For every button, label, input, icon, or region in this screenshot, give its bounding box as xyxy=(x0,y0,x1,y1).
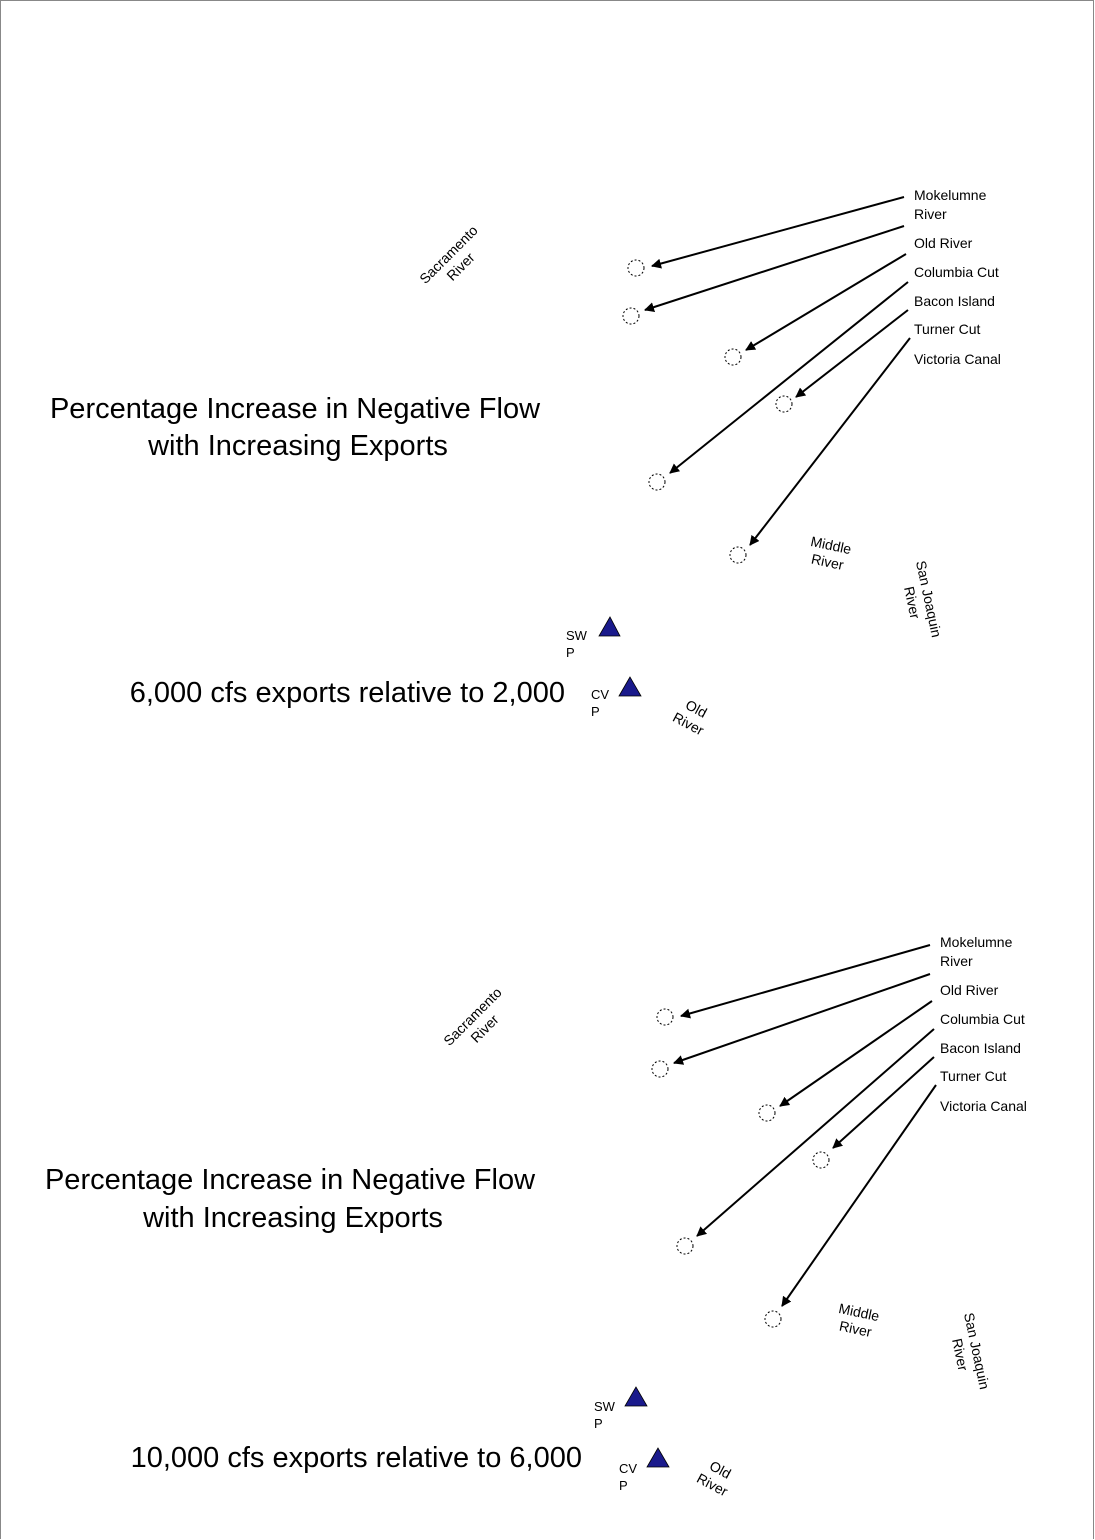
pump-label-swp: SW xyxy=(566,628,588,643)
channel-label-columbia-cut: Columbia Cut xyxy=(940,1011,1025,1027)
flow-arrow xyxy=(644,225,905,312)
station-marker xyxy=(648,473,666,491)
flow-arrow xyxy=(673,973,931,1065)
cvp-pump-triangle-icon xyxy=(618,676,642,697)
pump-label-cvp-2: P xyxy=(591,704,600,719)
channel-label-mokelumne: Mokelumne xyxy=(914,187,987,203)
channel-label-victoria-canal: Victoria Canal xyxy=(914,351,1001,367)
panel-title-line1: Percentage Increase in Negative Flow xyxy=(50,393,541,425)
channel-label-bacon-island: Bacon Island xyxy=(940,1040,1021,1056)
channel-label-victoria-canal: Victoria Canal xyxy=(940,1098,1027,1114)
flow-arrow xyxy=(781,1084,937,1307)
station-marker xyxy=(729,546,747,564)
cvp-pump-triangle-icon xyxy=(646,1447,670,1468)
river-label-san-joaquin: San Joaquin River xyxy=(901,559,945,638)
panel-title-line1: Percentage Increase in Negative Flow xyxy=(45,1164,536,1196)
river-label-middle-river: Middle River xyxy=(837,1300,881,1341)
station-marker xyxy=(622,307,640,325)
station-marker xyxy=(724,348,742,366)
flow-arrow xyxy=(696,1028,935,1237)
channel-label-mokelumne-2: River xyxy=(914,206,947,222)
channel-label-turner-cut: Turner Cut xyxy=(914,321,981,337)
station-marker xyxy=(656,1008,674,1026)
channel-label-mokelumne-2: River xyxy=(940,953,973,969)
pump-label-swp-2: P xyxy=(566,645,575,660)
channel-label-mokelumne: Mokelumne xyxy=(940,934,1013,950)
panel-2: Percentage Increase in Negative Flow wit… xyxy=(45,934,1027,1499)
comparison-label: 10,000 cfs exports relative to 6,000 xyxy=(131,1442,582,1474)
station-marker xyxy=(764,1310,782,1328)
channel-label-old-river: Old River xyxy=(914,235,973,251)
flow-arrow xyxy=(651,196,905,269)
svg-text:River: River xyxy=(949,1337,972,1373)
panel-title-line2: with Increasing Exports xyxy=(147,430,448,462)
swp-pump-triangle-icon xyxy=(624,1386,648,1407)
svg-text:River: River xyxy=(901,585,924,621)
river-label-middle-river: Middle River xyxy=(809,533,853,574)
flow-arrow xyxy=(749,337,911,546)
flow-arrow xyxy=(832,1056,935,1149)
channel-label-bacon-island: Bacon Island xyxy=(914,293,995,309)
pump-label-swp-2: P xyxy=(594,1416,603,1431)
panel-title-line2: with Increasing Exports xyxy=(142,1202,443,1234)
station-marker xyxy=(627,259,645,277)
pump-label-swp: SW xyxy=(594,1399,616,1414)
flow-arrow xyxy=(795,309,909,398)
swp-pump-triangle-icon xyxy=(598,616,621,637)
channel-label-columbia-cut: Columbia Cut xyxy=(914,264,999,280)
station-marker xyxy=(651,1060,669,1078)
channel-label-old-river: Old River xyxy=(940,982,999,998)
panel-1: Percentage Increase in Negative Flow wit… xyxy=(50,187,1001,738)
svg-text:River: River xyxy=(810,551,846,574)
station-marker xyxy=(676,1237,694,1255)
river-label-san-joaquin: San Joaquin River xyxy=(949,1311,993,1390)
flow-arrow xyxy=(745,253,907,351)
station-marker xyxy=(775,395,793,413)
pump-label-cvp: CV xyxy=(591,687,609,702)
flow-arrow xyxy=(680,944,931,1019)
river-label-old-river-south: Old River xyxy=(670,696,710,738)
comparison-label: 6,000 cfs exports relative to 2,000 xyxy=(130,677,565,709)
flow-arrow xyxy=(669,281,909,474)
pump-label-cvp: CV xyxy=(619,1461,637,1476)
river-label-old-river-south: Old River xyxy=(694,1457,734,1499)
pump-label-cvp-2: P xyxy=(619,1478,628,1493)
river-label-sacramento: Sacramento River xyxy=(440,984,505,1049)
channel-label-turner-cut: Turner Cut xyxy=(940,1068,1007,1084)
station-marker xyxy=(812,1151,830,1169)
river-label-sacramento: Sacramento River xyxy=(416,222,481,287)
flow-arrow xyxy=(779,1000,933,1107)
station-marker xyxy=(758,1104,776,1122)
svg-text:River: River xyxy=(838,1318,874,1341)
